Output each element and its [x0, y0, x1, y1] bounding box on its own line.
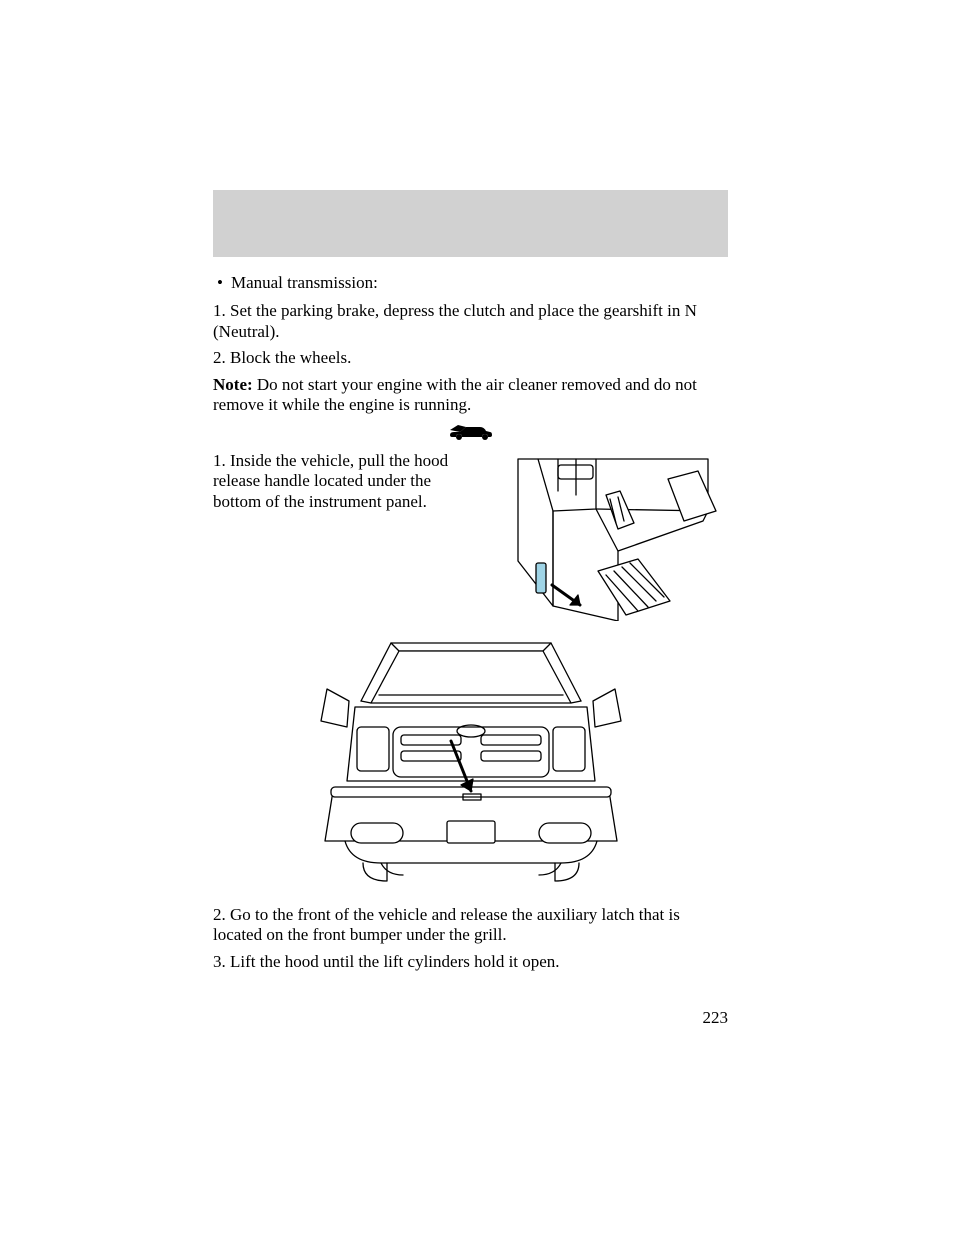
step-a1: 1. Set the parking brake, depress the cl…	[213, 301, 728, 342]
note-text: Do not start your engine with the air cl…	[213, 375, 697, 414]
hood-step1-row: 1. Inside the vehicle, pull the hood rel…	[213, 451, 728, 621]
hood-step2-text: 2. Go to the front of the vehicle and re…	[213, 905, 728, 946]
page-number: 223	[703, 1008, 729, 1028]
bullet-item: • Manual transmission:	[213, 273, 728, 293]
note-label: Note:	[213, 375, 253, 394]
hood-step3-text: 3. Lift the hood until the lift cylinder…	[213, 952, 728, 972]
section-header-band	[213, 190, 728, 257]
note-paragraph: Note: Do not start your engine with the …	[213, 375, 728, 416]
bullet-label: Manual transmission:	[231, 273, 378, 293]
car-glyph-icon	[213, 423, 728, 448]
hood-section: 1. Inside the vehicle, pull the hood rel…	[213, 423, 728, 972]
page-content: • Manual transmission: 1. Set the parkin…	[213, 190, 728, 972]
interior-figure	[498, 451, 728, 621]
truck-figure	[213, 631, 728, 891]
body-text: • Manual transmission: 1. Set the parkin…	[213, 273, 728, 972]
step-a2: 2. Block the wheels.	[213, 348, 728, 368]
bullet-symbol: •	[217, 273, 223, 293]
hood-step1-text: 1. Inside the vehicle, pull the hood rel…	[213, 451, 465, 512]
